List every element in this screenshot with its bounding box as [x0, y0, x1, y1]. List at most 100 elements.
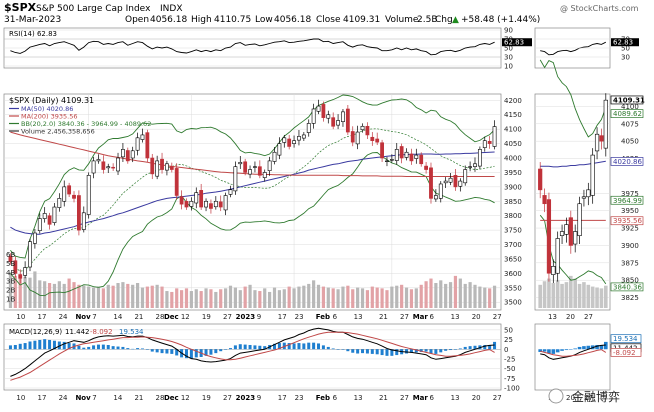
candle-up: [86, 175, 91, 215]
candle-up: [341, 111, 345, 122]
candle-up: [482, 140, 487, 148]
volume-bar: [106, 284, 110, 308]
zoom-macd-bar: [577, 346, 582, 350]
candle-up: [130, 150, 135, 159]
candle-up: [253, 166, 257, 168]
macd-histogram-bar: [331, 348, 335, 350]
price-tick-label: 4000: [504, 155, 522, 163]
candle-down: [184, 200, 189, 208]
volume-bar: [488, 288, 492, 308]
zoom-price-tag-label: 4109.31: [613, 96, 645, 104]
volume-bar: [18, 278, 22, 308]
macd-histogram-bar: [48, 339, 52, 350]
macd-histogram-bar: [463, 346, 467, 350]
candle-up: [433, 195, 438, 200]
volume-bar: [209, 289, 213, 308]
macd-histogram-bar: [23, 343, 27, 350]
volume-bar: [57, 281, 61, 308]
zoom-price-tag: [610, 216, 644, 226]
macd-histogram-bar: [155, 349, 159, 353]
macd-histogram-bar: [43, 339, 47, 350]
candle-down: [209, 203, 213, 209]
candle-down: [453, 175, 458, 188]
candle-up: [213, 200, 218, 208]
candle-down: [409, 153, 414, 162]
x-tick-label-bottom: 19: [202, 394, 211, 402]
macd-histogram-bar: [375, 349, 379, 355]
zoom-macd-bar: [560, 349, 564, 351]
zoom-tick-label: 4075: [621, 120, 639, 128]
macd-histogram-bar: [8, 345, 12, 350]
zoom-tick-label: 3925: [621, 225, 639, 233]
volume-bar: [224, 288, 228, 308]
volume-bar: [453, 275, 458, 308]
candle-up: [42, 213, 47, 219]
legend-entry: BB(20,2.0) 3840.36 - 3964.99 - 4089.62: [21, 120, 151, 128]
macd-histogram-bar: [493, 341, 497, 350]
macd-histogram-bar: [13, 344, 17, 350]
volume-bar: [184, 288, 189, 308]
candle-down: [77, 195, 81, 231]
volume-bar: [272, 287, 277, 308]
zoom-x-tick: 27: [584, 313, 593, 321]
volume-bar: [390, 286, 394, 308]
zoom-tick-label: 3975: [621, 190, 639, 198]
candle-up: [194, 192, 199, 204]
x-tick-label-bottom: 9: [257, 394, 261, 402]
macd-histogram-bar: [390, 349, 394, 356]
macd-histogram-bar: [87, 346, 91, 350]
zoom-candle-down: [538, 168, 543, 191]
zoom-volume-bar: [538, 284, 542, 308]
bb-upper-line: [10, 94, 495, 259]
close-value: 4109.31: [343, 15, 380, 25]
zoom-candle-up: [555, 238, 560, 274]
candle-down: [179, 196, 184, 205]
macd-histogram-bar: [18, 343, 22, 350]
macd-histogram-bar: [273, 343, 277, 350]
zoom-tick-label: 3850: [621, 277, 639, 285]
zoom-tick-label: 3950: [621, 207, 639, 215]
x-tick-label: Nov: [75, 313, 91, 321]
volume-bar: [292, 288, 296, 308]
x-tick-label: 28: [156, 313, 165, 321]
wechat-logo-icon: [548, 388, 564, 404]
candle-down: [145, 132, 150, 159]
x-tick-label-bottom: 27: [223, 394, 232, 402]
zoom-macd-bar: [586, 345, 591, 350]
quote-date: 31-Mar-2023: [4, 15, 61, 25]
candle-down: [150, 157, 155, 175]
zoom-candle-up: [564, 224, 569, 235]
candle-up: [458, 180, 463, 187]
macd-histogram-bar: [365, 349, 369, 354]
x-tick-label: 27: [400, 313, 409, 321]
volume-tick-label: 6B: [6, 251, 15, 259]
volume-bar: [312, 280, 316, 308]
macd-signal-line: [10, 331, 495, 381]
macd-histogram-bar: [219, 349, 223, 352]
price-tick-label: 3500: [504, 299, 522, 307]
volume-bar: [194, 289, 198, 308]
macd-histogram-bar: [92, 345, 96, 350]
candle-down: [47, 215, 52, 225]
chg-arrow-icon: ▲: [452, 15, 459, 25]
macd-value-1: 11.442: [65, 328, 90, 336]
x-tick-label-bottom: 12: [181, 394, 190, 402]
volume-bar: [47, 283, 52, 308]
macd-histogram-bar: [414, 349, 418, 353]
volume-bar: [243, 286, 247, 308]
zoom-candle-up: [581, 196, 587, 199]
x-tick-label: Feb: [316, 313, 330, 321]
volume-bar: [492, 285, 497, 308]
zoom-macd-bar: [564, 349, 569, 351]
rsi-tick-label: 30: [504, 54, 513, 62]
macd-tick-label: -75: [504, 375, 515, 383]
candle-down: [331, 117, 336, 127]
candle-up: [204, 200, 208, 208]
macd-histogram-bar: [439, 349, 443, 353]
zoom-macd-bar: [538, 349, 542, 352]
macd-histogram-bar: [287, 343, 291, 350]
price-tick-label: 3800: [504, 212, 522, 220]
x-tick-label-bottom: 17: [278, 394, 287, 402]
macd-histogram-bar: [405, 349, 409, 354]
zoom-macd-bar: [555, 349, 560, 353]
